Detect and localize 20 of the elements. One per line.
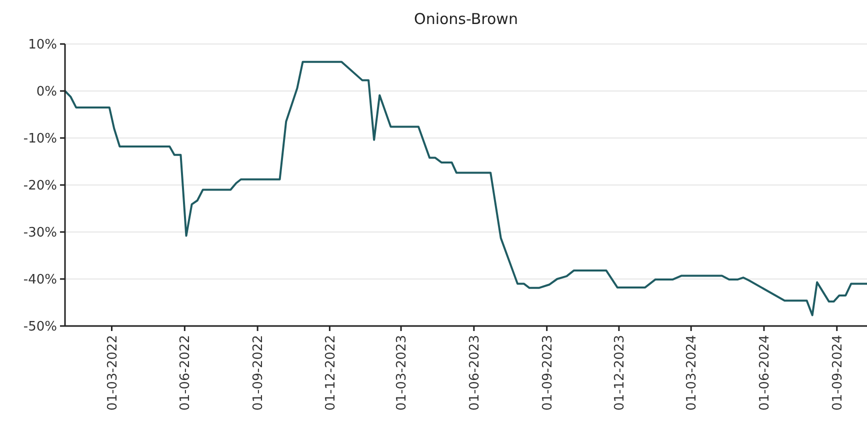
y-tick-label: -20% [23,178,57,194]
y-tick-label: -10% [23,132,57,147]
y-tick-label: -40% [23,272,57,288]
x-tick-label: 01-03-2024 [684,335,700,411]
y-tick-label: 10% [28,38,57,53]
chart-title: Onions-Brown [414,10,518,28]
x-tick-label: 01-09-2024 [830,335,846,411]
x-tick-label: 01-09-2023 [540,335,556,411]
y-tick-label: -30% [23,226,57,241]
x-tick-label: 01-06-2023 [467,335,482,411]
line-series [64,60,867,316]
y-tick-label: 0% [36,84,57,100]
x-tick-label: 01-03-2022 [105,335,120,411]
x-tick-label: 01-06-2024 [758,335,773,411]
x-tick-label: 01-09-2022 [251,335,266,411]
x-tick-label: 01-06-2022 [178,335,194,411]
x-tick-label: 01-12-2023 [612,335,628,411]
x-tick-label: 01-03-2023 [394,335,410,411]
y-tick-label: -50% [23,320,57,335]
x-tick-label: 01-12-2022 [323,335,338,411]
